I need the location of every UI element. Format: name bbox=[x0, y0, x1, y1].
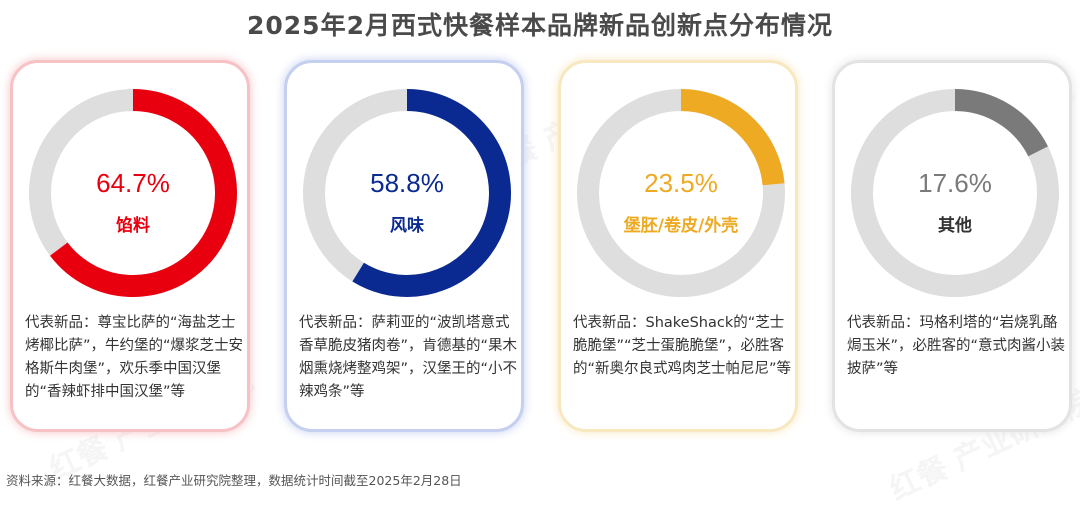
donut-arc bbox=[352, 89, 511, 297]
category-label: 馅料 bbox=[116, 216, 150, 236]
source-note: 资料来源：红餐大数据，红餐产业研究院整理，数据统计时间截至2025年2月28日 bbox=[6, 473, 462, 488]
description-text: 代表新品：萨莉亚的“波凯塔意式香草脆皮猪肉卷”，肯德基的“果木烟熏烧烤整鸡架”，… bbox=[299, 315, 518, 400]
card-1: 64.7% 馅料代表新品：尊宝比萨的“海盐芝士烤椰比萨”，牛约堡的“爆浆芝士安格斯… bbox=[10, 60, 250, 432]
category-label: 堡胚/卷皮/外壳 bbox=[623, 216, 739, 236]
percent-label: 64.7% bbox=[96, 168, 170, 198]
description-text: 代表新品：玛格利塔的“岩烧乳酪焗玉米”，必胜客的“意式肉酱小装披萨”等 bbox=[847, 315, 1066, 377]
card-4: 17.6% 其他代表新品：玛格利塔的“岩烧乳酪焗玉米”，必胜客的“意式肉酱小装披萨… bbox=[832, 60, 1072, 432]
category-label: 风味 bbox=[390, 216, 424, 236]
card-2: 58.8% 风味代表新品：萨莉亚的“波凯塔意式香草脆皮猪肉卷”，肯德基的“果木烟熏… bbox=[284, 60, 524, 432]
donut-chart: 58.8% 风味 bbox=[297, 83, 517, 303]
donut-svg bbox=[577, 89, 785, 297]
donut-arc bbox=[954, 89, 1048, 157]
chart-title: 2025年2月西式快餐样本品牌新品创新点分布情况 bbox=[247, 11, 833, 40]
percent-label: 58.8% bbox=[370, 168, 444, 198]
donut-svg bbox=[851, 89, 1059, 297]
percent-label: 23.5% bbox=[644, 168, 718, 198]
donut-chart: 64.7% 馅料 bbox=[23, 83, 243, 303]
donut-svg bbox=[303, 89, 511, 297]
donut-chart: 23.5% 堡胚/卷皮/外壳 bbox=[571, 83, 791, 303]
description-text: 代表新品：ShakeShack的“芝士脆脆堡”“芝士蛋脆脆堡”，必胜客的“新奥尔… bbox=[573, 315, 792, 377]
card-3: 23.5% 堡胚/卷皮/外壳代表新品：ShakeShack的“芝士脆脆堡”“芝士蛋… bbox=[558, 60, 798, 432]
donut-svg bbox=[29, 89, 237, 297]
description-text: 代表新品：尊宝比萨的“海盐芝士烤椰比萨”，牛约堡的“爆浆芝士安格斯牛肉堡”，欢乐… bbox=[25, 315, 244, 400]
category-label: 其他 bbox=[938, 216, 972, 236]
donut-arc bbox=[680, 89, 785, 186]
donut-chart: 17.6% 其他 bbox=[845, 83, 1065, 303]
donut-arc bbox=[50, 89, 237, 297]
percent-label: 17.6% bbox=[918, 168, 992, 198]
